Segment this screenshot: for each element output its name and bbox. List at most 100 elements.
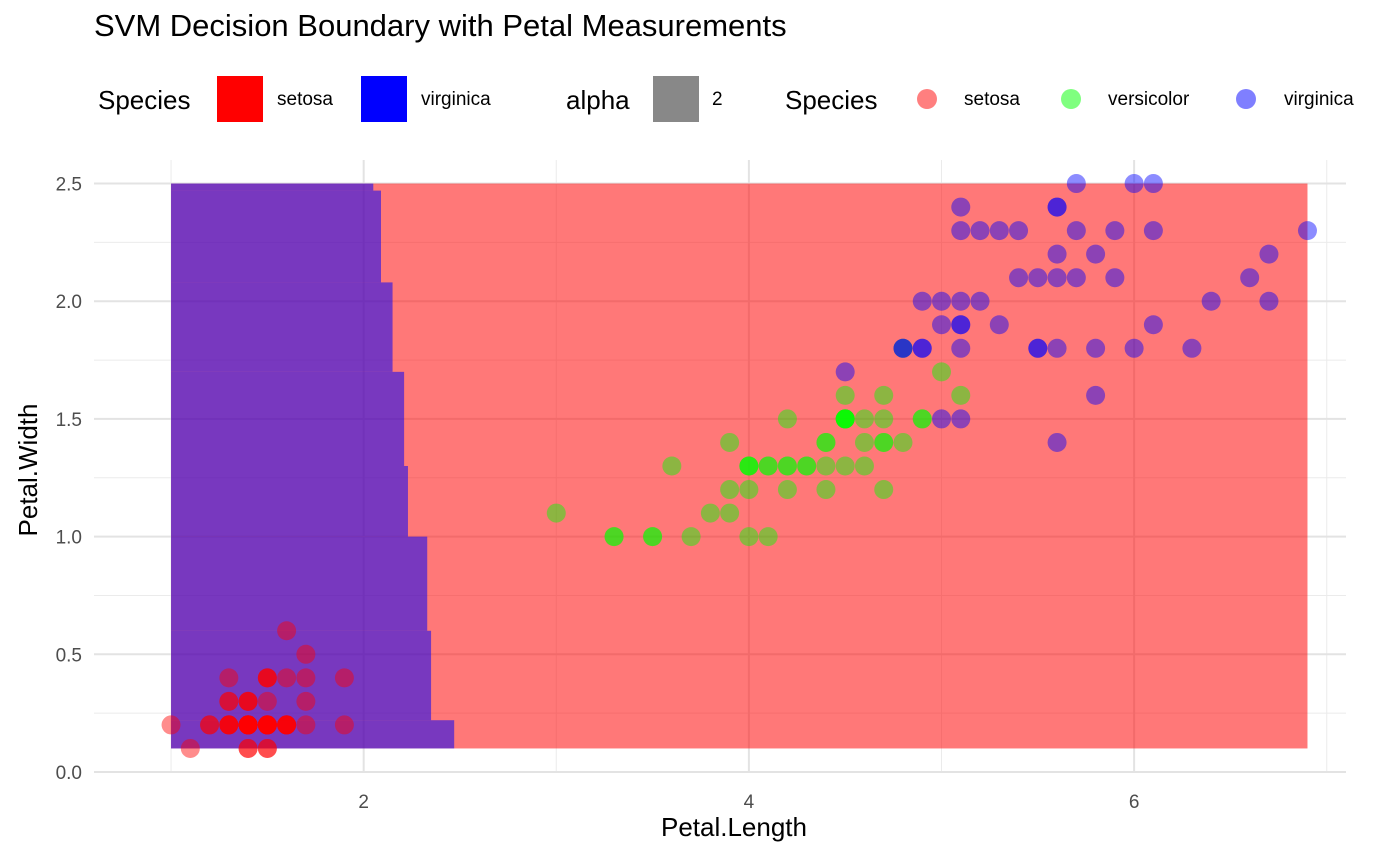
point-virginica [951, 315, 971, 335]
point-setosa [238, 715, 258, 735]
point-versicolor [835, 385, 855, 405]
point-setosa [257, 715, 277, 735]
point-versicolor [777, 456, 797, 476]
point-setosa [277, 715, 297, 735]
point-setosa [257, 715, 277, 735]
fill-legend-label-setosa: setosa [277, 89, 333, 110]
point-versicolor [912, 409, 932, 429]
point-setosa [277, 668, 297, 688]
point-versicolor [835, 409, 855, 429]
point-setosa [238, 715, 258, 735]
point-setosa [277, 715, 297, 735]
alpha-legend-title: alpha [566, 85, 630, 115]
color-legend-dot-versicolor [1061, 89, 1081, 109]
point-setosa [219, 668, 239, 688]
decision-regions [171, 183, 1308, 749]
point-versicolor [874, 385, 894, 405]
point-virginica [1259, 244, 1279, 264]
point-versicolor [739, 456, 759, 476]
point-versicolor [777, 456, 797, 476]
point-versicolor [951, 385, 971, 405]
point-versicolor [739, 456, 759, 476]
point-versicolor [874, 480, 894, 500]
point-versicolor [720, 432, 740, 452]
fill-legend-label-virginica: virginica [421, 89, 491, 110]
point-versicolor [604, 527, 624, 547]
point-setosa [334, 668, 354, 688]
point-versicolor [700, 503, 720, 523]
point-versicolor [739, 527, 759, 547]
point-setosa [219, 691, 239, 711]
point-virginica [1124, 338, 1144, 358]
point-virginica [835, 362, 855, 382]
point-setosa [238, 691, 258, 711]
fill-legend-title: Species [98, 85, 191, 115]
region-virginica [171, 630, 432, 721]
point-versicolor [835, 456, 855, 476]
point-setosa [257, 668, 277, 688]
y-tick-label: 0.5 [56, 645, 82, 666]
point-versicolor [816, 456, 836, 476]
point-setosa [296, 668, 316, 688]
x-tick-label: 6 [1129, 792, 1140, 813]
point-versicolor [835, 409, 855, 429]
point-virginica [932, 409, 952, 429]
point-setosa [257, 738, 277, 758]
point-virginica [1028, 268, 1048, 288]
point-versicolor [874, 432, 894, 452]
point-setosa [257, 715, 277, 735]
y-tick-label: 2.0 [56, 292, 82, 313]
point-virginica [1105, 221, 1125, 241]
point-virginica [1143, 174, 1163, 194]
point-setosa [161, 715, 181, 735]
point-setosa [257, 668, 277, 688]
point-versicolor [854, 409, 874, 429]
alpha-legend-key [653, 76, 699, 122]
region-virginica [171, 720, 455, 749]
point-versicolor [758, 456, 778, 476]
point-setosa [238, 715, 258, 735]
point-versicolor [604, 527, 624, 547]
point-virginica [1143, 221, 1163, 241]
point-versicolor [777, 480, 797, 500]
point-versicolor [797, 456, 817, 476]
region-virginica [171, 536, 428, 631]
point-virginica [1066, 221, 1086, 241]
point-virginica [932, 315, 952, 335]
point-versicolor [854, 432, 874, 452]
point-virginica [912, 291, 932, 311]
point-setosa [238, 738, 258, 758]
point-versicolor [739, 456, 759, 476]
x-tick-label: 2 [358, 792, 369, 813]
point-versicolor [739, 480, 759, 500]
point-virginica [1047, 268, 1067, 288]
point-virginica [1047, 432, 1067, 452]
point-virginica [912, 338, 932, 358]
point-virginica [1066, 268, 1086, 288]
data-points [161, 174, 1317, 758]
point-setosa [219, 691, 239, 711]
point-virginica [893, 338, 913, 358]
point-virginica [1066, 174, 1086, 194]
color-legend-label-virginica: virginica [1284, 89, 1354, 110]
point-virginica [1086, 244, 1106, 264]
point-setosa [238, 715, 258, 735]
x-tick-label: 4 [744, 792, 755, 813]
point-versicolor [643, 527, 663, 547]
region-virginica [171, 466, 408, 537]
point-versicolor [874, 432, 894, 452]
point-setosa [257, 715, 277, 735]
point-setosa [277, 715, 297, 735]
point-virginica [970, 291, 990, 311]
point-virginica [989, 315, 1009, 335]
point-versicolor [758, 456, 778, 476]
point-versicolor [854, 456, 874, 476]
point-virginica [1086, 385, 1106, 405]
point-setosa [334, 715, 354, 735]
point-setosa [257, 715, 277, 735]
point-setosa [277, 715, 297, 735]
point-setosa [257, 738, 277, 758]
region-virginica [171, 190, 381, 283]
point-setosa [257, 715, 277, 735]
